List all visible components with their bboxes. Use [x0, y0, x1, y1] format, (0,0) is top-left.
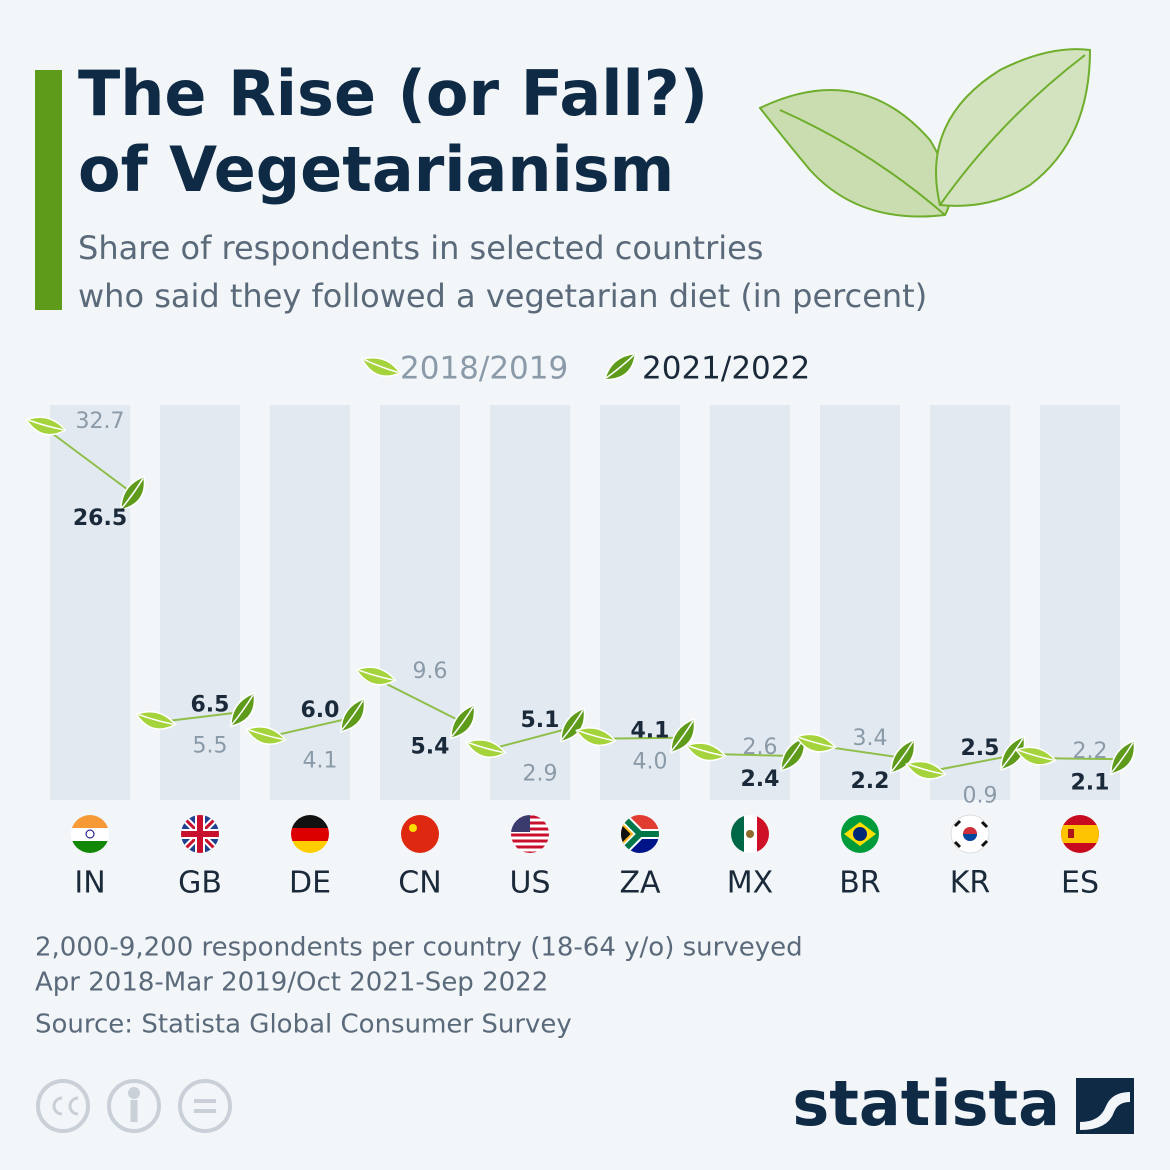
leaf-marker	[135, 711, 177, 730]
value-label: 0.9	[963, 783, 998, 808]
value-label: 4.1	[303, 749, 338, 774]
column-band	[1040, 405, 1120, 800]
value-label: 2.2	[1073, 739, 1108, 764]
leaf-shape	[340, 697, 366, 733]
leaf-shape	[25, 416, 67, 436]
column-band	[490, 405, 570, 800]
x-tick-label: BR	[839, 866, 880, 901]
leaf-shape	[450, 703, 476, 740]
leaf-marker	[355, 666, 397, 686]
value-label: 32.7	[76, 409, 125, 434]
legend-label: 2018/2019	[400, 351, 568, 387]
leaf-shape	[355, 666, 397, 686]
flags	[71, 814, 1099, 854]
brand-logo: statista	[792, 1067, 1060, 1140]
leaf-shape	[230, 692, 256, 728]
x-tick-label: GB	[178, 866, 222, 901]
chart-title: of Vegetarianism	[78, 133, 674, 206]
subtitle: who said they followed a vegetarian diet…	[78, 277, 927, 315]
leaf-shape	[1110, 739, 1136, 775]
column-band	[380, 405, 460, 800]
value-label: 2.2	[851, 769, 890, 794]
note: 2,000-9,200 respondents per country (18-…	[35, 933, 803, 963]
leaf-marker	[465, 739, 507, 759]
leaf-shape	[245, 726, 287, 746]
value-label: 2.1	[1071, 770, 1110, 795]
column-band	[50, 405, 130, 800]
value-label: 2.5	[961, 736, 1000, 761]
brand-mark	[1076, 1078, 1134, 1134]
subtitle: Share of respondents in selected countri…	[78, 229, 763, 267]
value-label: 5.5	[193, 733, 228, 758]
x-tick-label: MX	[727, 866, 773, 901]
x-tick-label: ES	[1061, 866, 1099, 901]
connector	[44, 427, 136, 496]
leaf-shape	[465, 739, 507, 759]
license-icons	[36, 1079, 232, 1133]
column-band	[820, 405, 900, 800]
column-band	[160, 405, 240, 800]
x-tick-label: CN	[398, 866, 441, 901]
decor-leaves	[758, 48, 1092, 218]
leaf-marker	[685, 742, 727, 762]
leaf-marker	[905, 760, 947, 780]
accent-bar	[35, 70, 62, 310]
value-label: 9.6	[413, 659, 448, 684]
leaf-shape	[603, 352, 637, 381]
value-label: 4.1	[631, 719, 670, 744]
value-label: 6.5	[191, 693, 230, 718]
x-tick-label: DE	[289, 866, 331, 901]
leaf-marker	[575, 727, 617, 747]
leaf-shape	[795, 733, 837, 753]
x-tick-label: IN	[74, 866, 105, 901]
leaf-shape	[890, 738, 916, 774]
value-label: 2.9	[523, 762, 558, 787]
leaf-marker	[560, 707, 586, 743]
leaf-marker	[230, 692, 256, 728]
leaf-shape	[575, 727, 617, 747]
value-label: 26.5	[73, 506, 127, 531]
x-tick-label: US	[509, 866, 550, 901]
note: Apr 2018-Mar 2019/Oct 2021-Sep 2022	[35, 968, 548, 998]
value-label: 5.4	[411, 735, 450, 760]
leaf-shape	[120, 475, 146, 511]
leaf-marker	[1015, 746, 1057, 766]
source: Source: Statista Global Consumer Survey	[35, 1010, 572, 1040]
leaf-shape	[670, 718, 696, 754]
value-label: 2.6	[743, 735, 778, 760]
value-label: 6.0	[301, 698, 340, 723]
leaf-shape	[360, 356, 402, 377]
x-tick-label: ZA	[619, 866, 661, 901]
chart-title: The Rise (or Fall?)	[78, 57, 708, 130]
leaf-shape	[905, 760, 947, 780]
leaf-marker	[360, 356, 402, 377]
leaf-marker	[890, 738, 916, 774]
leaf-shape	[560, 707, 586, 743]
leaf-marker	[120, 475, 146, 511]
column-band	[930, 405, 1010, 800]
legend-label: 2021/2022	[642, 351, 810, 387]
leaf-shape	[135, 711, 177, 730]
value-label: 4.0	[633, 750, 668, 775]
leaf-marker	[795, 733, 837, 753]
connector	[374, 677, 466, 725]
leaf-marker	[1110, 739, 1136, 775]
value-label: 2.4	[741, 767, 780, 792]
leaf-marker	[450, 703, 476, 740]
leaf-shape	[1015, 746, 1057, 766]
leaf-marker	[245, 726, 287, 746]
leaf-marker	[603, 352, 637, 381]
x-tick-label: KR	[950, 866, 991, 901]
value-label: 5.1	[521, 708, 560, 733]
value-label: 3.4	[853, 726, 888, 751]
column-band	[710, 405, 790, 800]
leaf-marker	[25, 416, 67, 436]
leaf-marker	[670, 718, 696, 754]
column-band	[600, 405, 680, 800]
leaf-shape	[685, 742, 727, 762]
leaf-marker	[340, 697, 366, 733]
